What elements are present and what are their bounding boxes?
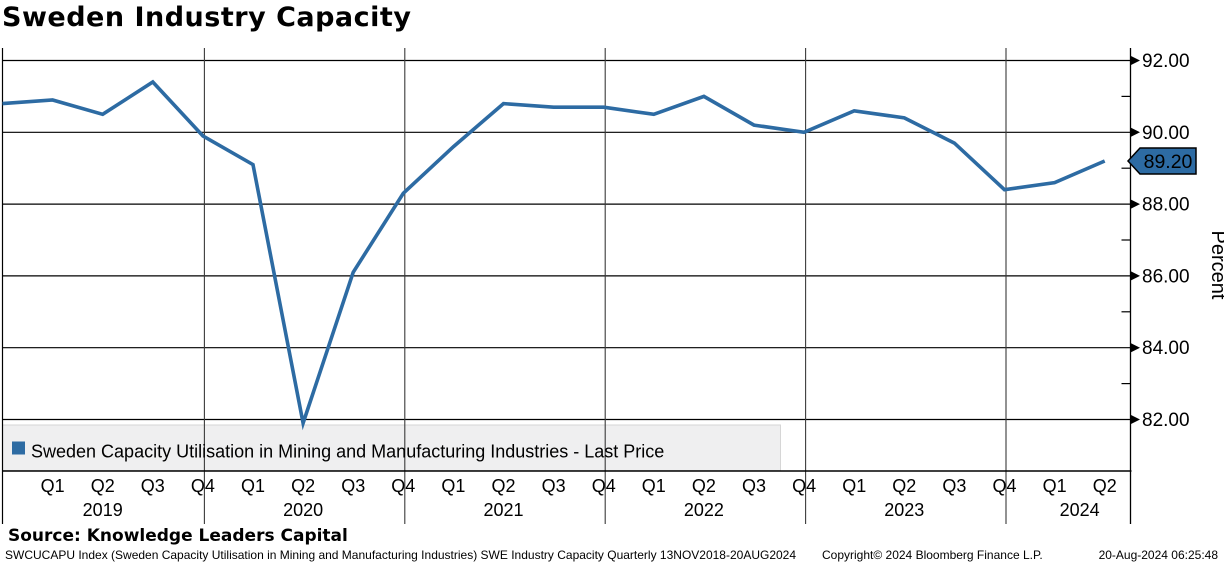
x-quarter-label: Q3 [141,476,165,496]
y-major-tick [1131,271,1140,281]
x-year-label: 2024 [1060,500,1100,520]
x-quarter-label: Q2 [491,476,515,496]
x-quarter-label: Q1 [241,476,265,496]
x-quarter-label: Q2 [692,476,716,496]
y-tick-label: 82.00 [1142,410,1190,431]
y-major-tick [1131,127,1140,137]
legend-label: Sweden Capacity Utilisation in Mining an… [31,442,664,462]
x-quarter-label: Q1 [1043,476,1067,496]
x-quarter-label: Q1 [842,476,866,496]
x-quarter-label: Q1 [441,476,465,496]
x-quarter-label: Q3 [942,476,966,496]
x-quarter-label: Q3 [341,476,365,496]
x-year-label: 2022 [684,500,724,520]
y-major-tick [1131,343,1140,353]
timestamp: 20-Aug-2024 06:25:48 [1098,548,1218,562]
y-major-tick [1131,56,1140,65]
page-title: Sweden Industry Capacity [2,2,412,33]
x-quarter-label: Q4 [592,476,616,496]
last-price-tag-label: 89.20 [1144,151,1193,173]
y-axis-title: Percent [1207,231,1224,300]
y-tick-label: 84.00 [1142,338,1190,359]
copyright-notice: Copyright© 2024 Bloomberg Finance L.P. [822,548,1043,562]
x-year-label: 2021 [483,500,523,520]
y-tick-label: 88.00 [1142,195,1190,216]
x-quarter-label: Q4 [391,476,415,496]
y-tick-label: 92.00 [1142,51,1190,72]
legend-marker [12,441,25,455]
ticker-description: SWCUCAPU Index (Sweden Capacity Utilisat… [5,548,797,562]
x-quarter-label: Q3 [542,476,566,496]
footer-row: SWCUCAPU Index (Sweden Capacity Utilisat… [0,548,1224,564]
x-quarter-label: Q2 [291,476,315,496]
y-major-tick [1131,415,1140,424]
x-quarter-label: Q4 [992,476,1016,496]
y-major-tick [1131,199,1140,209]
x-quarter-label: Q4 [191,476,215,496]
legend-box [2,424,781,471]
x-year-label: 2020 [283,500,323,520]
x-quarter-label: Q1 [642,476,666,496]
y-tick-label: 90.00 [1142,123,1190,144]
last-price-tag [1126,147,1197,175]
x-quarter-label: Q4 [792,476,816,496]
x-quarter-label: Q3 [742,476,766,496]
x-year-label: 2019 [83,500,123,520]
x-quarter-label: Q1 [41,476,65,496]
x-quarter-label: Q2 [892,476,916,496]
source-line: Source: Knowledge Leaders Capital [8,526,348,546]
y-tick-label: 86.00 [1142,266,1190,287]
x-quarter-label: Q2 [91,476,115,496]
price-line [2,79,1106,431]
x-quarter-label: Q2 [1093,476,1117,496]
x-year-label: 2023 [884,500,924,520]
